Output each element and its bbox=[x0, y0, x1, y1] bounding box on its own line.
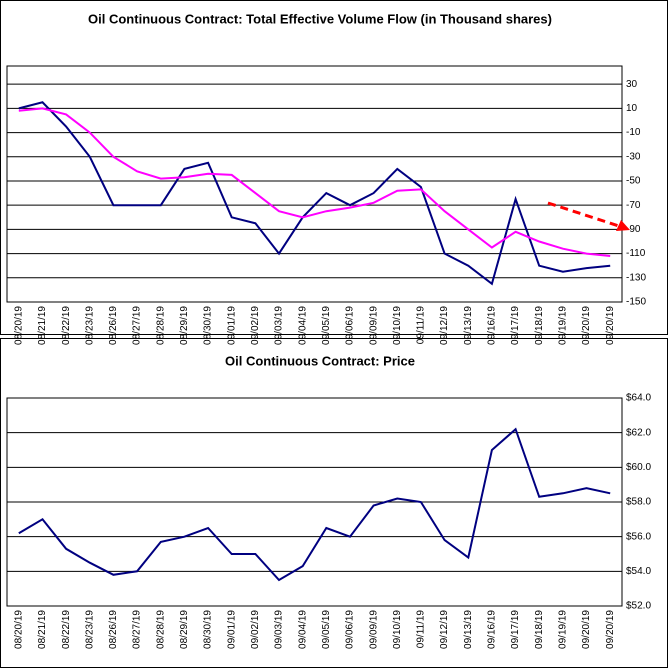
x-tick-label: 09/13/19 bbox=[463, 306, 474, 345]
x-tick-label: 08/26/19 bbox=[108, 610, 119, 649]
x-tick-label: 09/20/19 bbox=[605, 306, 616, 345]
x-tick-label: 08/23/19 bbox=[84, 610, 95, 649]
x-tick-label: 08/21/19 bbox=[37, 306, 48, 345]
chart-title: Oil Continuous Contract: Total Effective… bbox=[88, 11, 552, 26]
y-tick-label: $54.0 bbox=[626, 566, 651, 577]
y-tick-label: 10 bbox=[626, 103, 638, 114]
x-tick-label: 09/10/19 bbox=[392, 610, 403, 649]
trend-arrow-head bbox=[616, 220, 630, 231]
x-tick-label: 08/20/19 bbox=[13, 306, 24, 345]
x-tick-label: 09/19/19 bbox=[558, 610, 569, 649]
x-tick-label: 09/13/19 bbox=[463, 610, 474, 649]
x-tick-label: 09/09/19 bbox=[368, 306, 379, 345]
data-line bbox=[18, 101, 611, 286]
x-tick-label: 09/04/19 bbox=[297, 610, 308, 649]
panel-frame bbox=[0, 0, 668, 335]
x-tick-label: 09/05/19 bbox=[321, 610, 332, 649]
y-tick-label: 30 bbox=[626, 79, 638, 90]
x-tick-label: 09/16/19 bbox=[487, 306, 498, 345]
data-line bbox=[18, 427, 611, 582]
chart-title: Oil Continuous Contract: Price bbox=[225, 353, 415, 368]
x-tick-label: 08/28/19 bbox=[155, 610, 166, 649]
y-tick-label: -90 bbox=[626, 224, 641, 235]
x-tick-label: 08/27/19 bbox=[132, 610, 143, 649]
x-tick-label: 09/04/19 bbox=[297, 306, 308, 345]
x-tick-label: 09/10/19 bbox=[392, 306, 403, 345]
x-tick-label: 09/19/19 bbox=[558, 306, 569, 345]
data-line bbox=[18, 107, 611, 257]
y-tick-label: $52.0 bbox=[626, 601, 651, 612]
x-tick-label: 08/23/19 bbox=[84, 306, 95, 345]
x-tick-label: 09/16/19 bbox=[487, 610, 498, 649]
x-tick-label: 09/09/19 bbox=[368, 610, 379, 649]
x-tick-label: 09/20/19 bbox=[581, 610, 592, 649]
x-tick-label: 08/27/19 bbox=[132, 306, 143, 345]
y-tick-label: $58.0 bbox=[626, 497, 651, 508]
x-tick-label: 09/18/19 bbox=[534, 306, 545, 345]
x-tick-label: 08/20/19 bbox=[13, 610, 24, 649]
y-tick-label: -110 bbox=[626, 248, 646, 259]
x-tick-label: 08/30/19 bbox=[203, 610, 214, 649]
x-tick-label: 09/20/19 bbox=[581, 306, 592, 345]
x-tick-label: 09/01/19 bbox=[226, 610, 237, 649]
x-tick-label: 08/29/19 bbox=[179, 306, 190, 345]
y-tick-label: $64.0 bbox=[626, 393, 651, 404]
y-tick-label: -130 bbox=[626, 272, 646, 283]
x-tick-label: 09/20/19 bbox=[605, 610, 616, 649]
x-tick-label: 09/11/19 bbox=[416, 610, 427, 649]
x-tick-label: 09/18/19 bbox=[534, 610, 545, 649]
x-tick-label: 09/06/19 bbox=[345, 610, 356, 649]
x-tick-label: 08/22/19 bbox=[61, 306, 72, 345]
x-tick-label: 09/17/19 bbox=[510, 610, 521, 649]
x-tick-label: 08/26/19 bbox=[108, 306, 119, 345]
y-tick-label: -30 bbox=[626, 151, 641, 162]
x-tick-label: 08/29/19 bbox=[179, 610, 190, 649]
x-tick-label: 09/03/19 bbox=[274, 610, 285, 649]
x-tick-label: 09/11/19 bbox=[416, 306, 427, 345]
y-tick-label: -10 bbox=[626, 127, 641, 138]
x-tick-label: 09/05/19 bbox=[321, 306, 332, 345]
y-tick-label: $56.0 bbox=[626, 531, 651, 542]
panel-frame bbox=[0, 338, 668, 668]
x-tick-label: 08/22/19 bbox=[61, 610, 72, 649]
x-tick-label: 09/01/19 bbox=[226, 306, 237, 345]
x-tick-label: 09/02/19 bbox=[250, 306, 261, 345]
x-tick-label: 08/30/19 bbox=[203, 306, 214, 345]
x-tick-label: 09/02/19 bbox=[250, 610, 261, 649]
y-tick-label: $62.0 bbox=[626, 427, 651, 438]
x-tick-label: 08/21/19 bbox=[37, 610, 48, 649]
x-tick-label: 09/03/19 bbox=[274, 306, 285, 345]
y-tick-label: $60.0 bbox=[626, 462, 651, 473]
x-tick-label: 08/28/19 bbox=[155, 306, 166, 345]
y-tick-label: -70 bbox=[626, 200, 641, 211]
x-tick-label: 09/12/19 bbox=[439, 306, 450, 345]
x-tick-label: 09/17/19 bbox=[510, 306, 521, 345]
y-tick-label: -50 bbox=[626, 176, 641, 187]
y-tick-label: -150 bbox=[626, 297, 646, 308]
x-tick-label: 09/06/19 bbox=[345, 306, 356, 345]
x-tick-label: 09/12/19 bbox=[439, 610, 450, 649]
